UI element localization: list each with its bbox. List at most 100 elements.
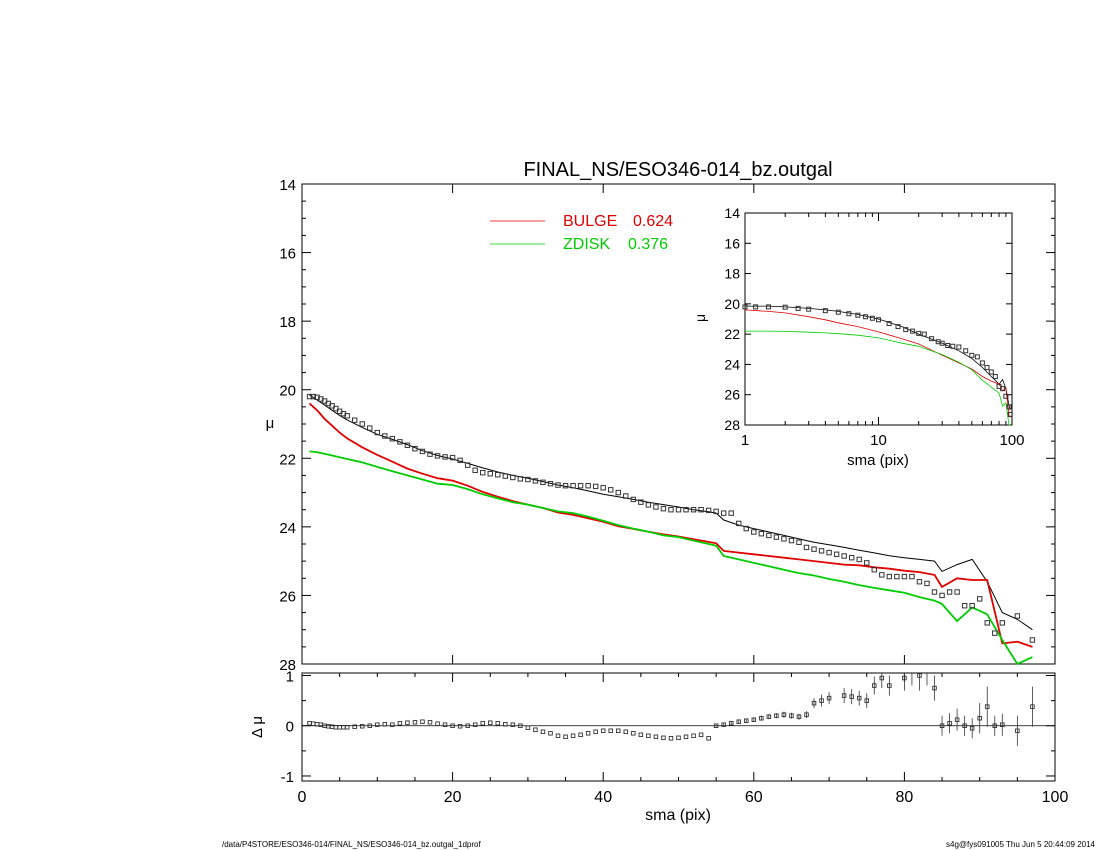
data-point (969, 603, 975, 609)
residual-point (548, 731, 553, 736)
main-y-tick-label: 16 (279, 246, 296, 263)
residual-x-tick-label: 0 (298, 789, 307, 806)
inset-data-point (1007, 411, 1013, 417)
residual-point (555, 733, 561, 739)
inset-data-point (895, 324, 901, 330)
data-point (442, 454, 448, 460)
inset-data-point (822, 308, 828, 314)
residual-point (691, 733, 696, 739)
residual-point (789, 713, 794, 718)
residual-point (932, 685, 937, 691)
residual-y-tick-label: 0 (286, 719, 294, 736)
data-point (668, 507, 674, 513)
inset-series-group (744, 305, 1011, 426)
main-y-tick-label: 26 (279, 588, 296, 605)
residual-point (939, 723, 945, 728)
inset-data-point (956, 344, 962, 350)
residual-point (698, 732, 704, 738)
residual-x-tick-label: 20 (444, 789, 462, 806)
data-point (570, 483, 576, 489)
residual-point (668, 736, 674, 741)
inset-data-point (916, 330, 922, 336)
residual-point (593, 729, 598, 735)
data-point (690, 507, 697, 513)
residual-point (382, 721, 388, 727)
data-point (457, 457, 463, 464)
data-point (864, 560, 870, 566)
inset-data-point (869, 315, 875, 321)
data-point (585, 483, 591, 489)
data-point (623, 493, 629, 499)
residual-x-tick-label: 100 (1042, 789, 1069, 806)
residual-point (661, 735, 666, 741)
main-y-tick-label: 22 (279, 451, 296, 468)
inset-data-point (863, 314, 869, 320)
inset-data-point (984, 364, 990, 370)
data-point (811, 546, 817, 552)
main-series-bulge (308, 402, 1033, 648)
inset-data-point (846, 311, 852, 317)
inset-y-tick-label: 16 (724, 235, 740, 251)
data-point (525, 476, 531, 483)
main-data-points (306, 393, 1036, 643)
inset-data-points (742, 304, 1013, 417)
data-point (547, 480, 554, 487)
data-point (404, 442, 411, 448)
residual-point (311, 721, 316, 726)
data-point (879, 572, 885, 578)
residual-point (326, 723, 331, 729)
inset-axes: 14 16 18 20 22 24 26 281 10 100 (724, 205, 1024, 449)
residual-point (570, 733, 576, 739)
inset-data-point (950, 343, 956, 349)
data-point (796, 539, 802, 545)
inset-data-point (1000, 386, 1006, 392)
residual-point (307, 720, 312, 726)
inset-data-point (988, 369, 994, 375)
data-point (743, 525, 749, 532)
data-point (841, 553, 847, 559)
residual-point (969, 726, 975, 731)
inset-data-point (992, 374, 998, 380)
residual-point (781, 712, 787, 717)
data-point (344, 413, 350, 419)
residual-point (751, 717, 757, 722)
residual-point (533, 727, 538, 733)
data-point (698, 507, 704, 513)
residual-point (638, 732, 644, 738)
inset-data-point (910, 328, 916, 334)
data-point (577, 483, 584, 489)
legend: BULGE 0.624 ZDISK 0.376 (490, 213, 673, 253)
data-point (916, 579, 923, 585)
inset-data-point (939, 340, 945, 346)
data-point (856, 556, 862, 563)
data-point (803, 544, 810, 551)
residual-point (420, 719, 425, 724)
inset-data-point (876, 317, 881, 323)
legend-zdisk-name: ZDISK (563, 236, 610, 253)
residual-x-tick-label: 80 (896, 789, 914, 806)
residual-point (744, 718, 749, 723)
residual-point (472, 722, 478, 727)
residual-point (646, 733, 651, 739)
legend-bulge-name: BULGE (563, 213, 617, 230)
data-point (818, 548, 825, 554)
residual-point (608, 728, 613, 734)
main-y-label: μ (266, 415, 275, 432)
data-point (329, 403, 335, 409)
residual-point (631, 731, 636, 736)
data-point (608, 487, 614, 493)
residual-point (435, 721, 440, 726)
footer-path: /data/P4STORE/ESO346-014/FINAL_NS/ESO346… (222, 840, 481, 849)
inset-data-point (903, 327, 909, 333)
residual-y-tick-label: -1 (281, 769, 294, 786)
residual-point (525, 725, 531, 731)
inset-y-tick-label: 18 (724, 266, 740, 282)
main-series-group (308, 394, 1033, 666)
residual-point (676, 735, 681, 741)
data-point (480, 469, 486, 476)
residual-point (849, 694, 854, 699)
data-point (977, 596, 983, 602)
residual-point (352, 724, 357, 729)
data-point (924, 580, 930, 587)
